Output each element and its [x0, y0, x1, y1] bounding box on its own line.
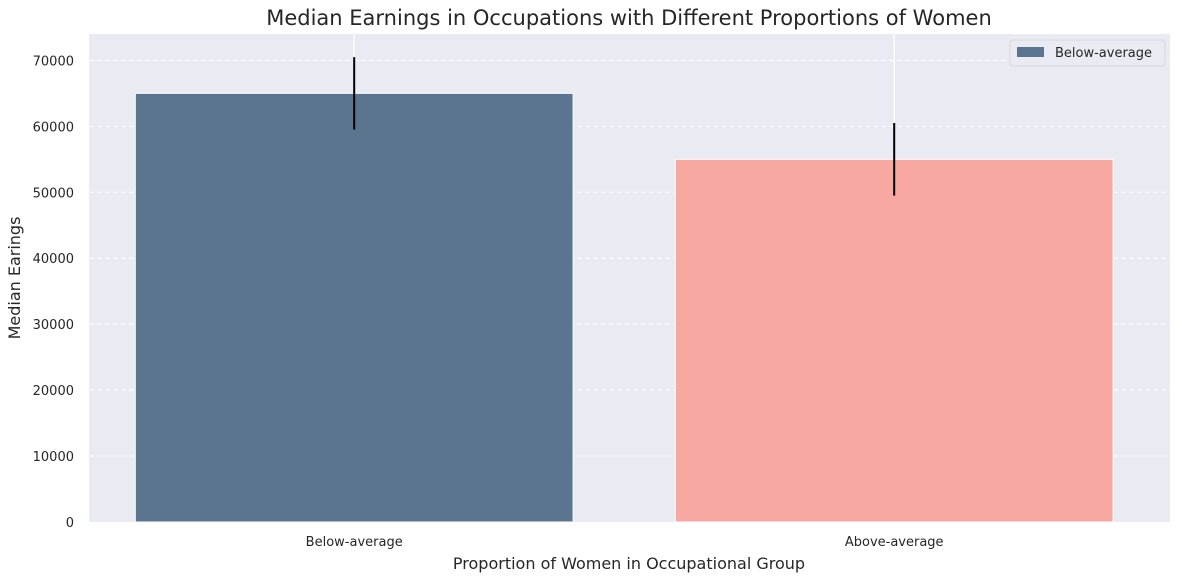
y-axis-label: Median Earings — [5, 217, 24, 340]
legend-label: Below-average — [1055, 46, 1152, 61]
x-tick-labels: Below-average Above-average — [306, 535, 944, 550]
bars — [134, 92, 1114, 523]
x-axis-label: Proportion of Women in Occupational Grou… — [453, 554, 805, 573]
y-tick-labels: 0 10000 20000 30000 40000 50000 60000 70000 — [33, 54, 74, 531]
y-tick-label: 70000 — [33, 54, 74, 69]
y-tick-label: 50000 — [33, 186, 74, 201]
y-tick-label: 0 — [66, 516, 74, 531]
error-bars — [353, 57, 896, 196]
legend-swatch — [1017, 47, 1044, 57]
bar-0 — [134, 92, 574, 523]
y-tick-label: 10000 — [33, 450, 74, 465]
legend: Below-average — [1009, 39, 1166, 67]
x-tick-label: Below-average — [306, 535, 403, 550]
y-tick-label: 30000 — [33, 318, 74, 333]
y-tick-label: 60000 — [33, 120, 74, 135]
x-tick-label: Above-average — [845, 535, 944, 550]
bar-1 — [674, 158, 1114, 523]
legend-box — [1009, 39, 1166, 67]
y-tick-label: 20000 — [33, 384, 74, 399]
chart-title: Median Earnings in Occupations with Diff… — [266, 6, 992, 30]
y-tick-label: 40000 — [33, 252, 74, 267]
